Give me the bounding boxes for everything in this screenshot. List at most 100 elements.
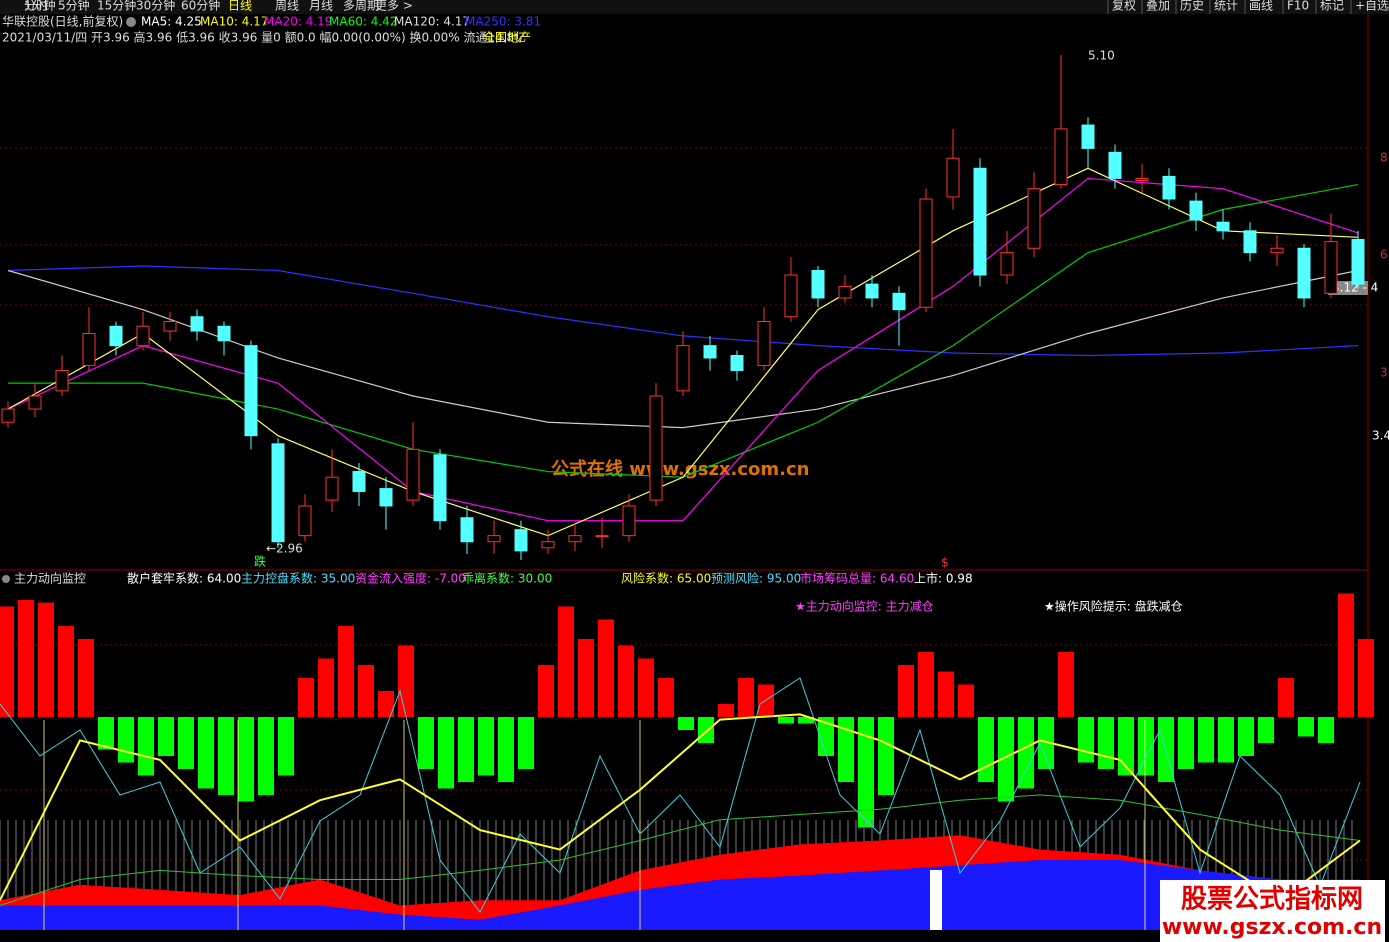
chip-area [0,860,1360,930]
candle-body [1081,124,1095,149]
candle-body [1027,188,1041,249]
histogram-bar [1198,717,1214,763]
histogram-bar [558,606,574,717]
tool-button[interactable]: 画线 [1249,0,1273,13]
ma-value: MA60: 4.42 [329,15,397,29]
candle-body [352,471,366,492]
candle-body [865,283,879,299]
histogram-bar [78,639,94,717]
histogram-bar [158,717,174,756]
histogram-bar [598,619,614,717]
histogram-bar [478,717,494,776]
period-tab[interactable]: 多周期 [343,0,379,13]
candle-body [82,332,96,366]
tool-button[interactable]: 统计 [1214,0,1238,13]
ma-value: MA250: 3.81 [465,15,541,29]
candle-body [919,198,933,308]
tool-button[interactable]: +自选 [1355,0,1389,13]
histogram-bar [738,678,754,717]
period-tab[interactable]: 更多 > [375,0,413,13]
tool-button[interactable]: F10 [1287,0,1309,13]
candle-body [1,408,15,423]
tool-button[interactable]: 复权 [1112,0,1136,13]
ma-line [7,269,1359,429]
histogram-bar [118,717,134,763]
candle-body [1162,175,1176,200]
stock-name: 华联控股(日线,前复权) [2,14,123,29]
tool-button[interactable]: 标记 [1320,0,1344,13]
histogram-bar [138,717,154,776]
ma-icon[interactable] [126,17,136,27]
indicator-note: ★操作风险提示: 盘跌减仓 [1044,599,1183,614]
histogram-bar [1078,717,1094,763]
ma-line [7,167,1359,537]
candle-body [271,443,285,543]
period-tab[interactable]: 月线 [309,0,333,13]
candle-body [973,167,987,276]
histogram-bar [718,704,734,717]
candle-body [1054,128,1068,186]
candle-body [109,325,123,347]
candle-body [757,320,771,366]
tool-button[interactable]: 叠加 [1146,0,1170,13]
tool-button[interactable]: 历史 [1180,0,1204,13]
histogram-bar [818,717,834,756]
period-tab[interactable]: 60分钟 [181,0,220,13]
candle-body [1135,177,1149,181]
histogram-bar [458,717,474,782]
histogram-bar [1238,717,1254,756]
histogram-bar [678,717,694,730]
indicator-param: 预测风险: 95.00 [711,571,801,586]
histogram-bar [0,606,14,717]
ma-value: MA120: 4.17 [394,15,470,29]
histogram-bar [1358,639,1374,717]
ma-value: MA5: 4.25 [141,15,202,29]
candle-body [649,395,663,501]
histogram-bar [378,691,394,717]
indicator-title: 主力动向监控 [14,571,86,586]
candle-body [1216,221,1230,232]
candle-body [541,541,555,549]
period-tab[interactable]: 30分钟 [136,0,175,13]
histogram-bar [1298,717,1314,737]
candle-body [433,454,447,522]
histogram-bar [1318,717,1334,743]
logo-box [1160,880,1385,942]
histogram-bar [178,717,194,769]
indicator-param: 风险系数: 65.00 [621,571,711,586]
indicator-param: 市场筹码总量: 64.60 [800,571,914,586]
logo-title: 股票公式指标网 [1181,885,1363,915]
histogram-bar [1058,652,1074,717]
period-tab[interactable]: 5分钟 [58,0,90,13]
period-tab[interactable]: 分时 [24,0,48,13]
candle-body [28,395,42,410]
histogram-bar [398,645,414,717]
period-tab[interactable]: 15分钟 [97,0,136,13]
histogram-bar [498,717,514,782]
collapse-icon[interactable] [2,575,10,583]
histogram-bar [218,717,234,795]
candle-body [514,529,528,552]
indicator-param: 主力控盘系数: 35.00 [241,571,355,586]
histogram-bar [838,717,854,782]
histogram-bar [638,658,654,717]
candle-body [1108,151,1122,179]
candle-body [190,316,204,332]
histogram-bar [278,717,294,776]
period-tab[interactable]: 日线 [228,0,252,13]
period-tab[interactable]: 1分钟 [24,0,56,13]
histogram-bar [318,658,334,717]
histogram-bar [18,600,34,717]
candle-body [838,285,852,299]
histogram-bar [98,717,114,750]
candle-body [730,354,744,371]
period-tab[interactable]: 周线 [275,0,299,13]
histogram-bar [298,678,314,717]
ma-line [7,177,1359,522]
histogram-bar [778,717,794,724]
ma-line [8,183,1359,478]
indicator-note: ★主力动向监控: 主力减仓 [795,599,934,614]
indicator-param: 散户套牢系数: 64.00 [127,571,241,586]
axis-label: 6 [1380,248,1388,262]
